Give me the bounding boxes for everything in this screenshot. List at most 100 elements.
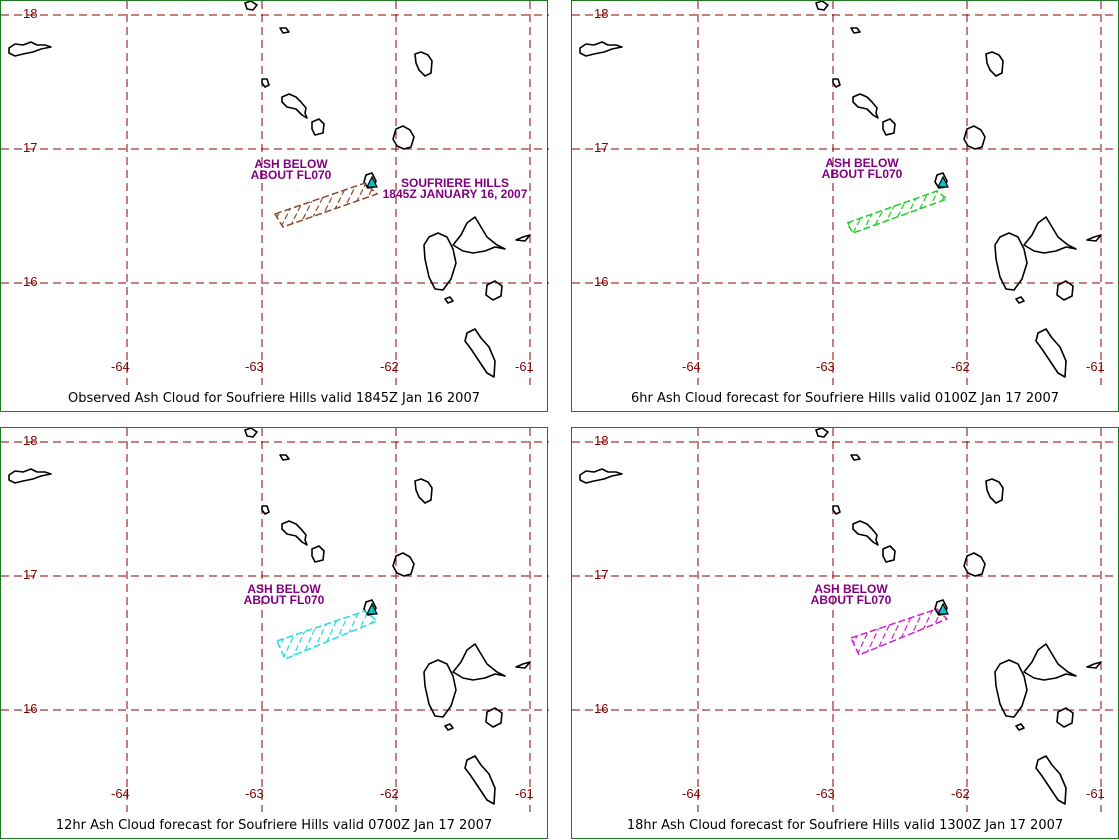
lat-label-16: 16 xyxy=(23,274,38,289)
ash-annotation-line-2: ABOUT FL070 xyxy=(810,593,892,607)
ash-annotation-line-1: ASH BELOW xyxy=(254,157,328,171)
lon-label-63: -63 xyxy=(816,786,835,801)
ash-annotation-line-1: ASH BELOW xyxy=(247,582,321,596)
map-canvas xyxy=(572,1,1119,385)
lon-label-61: -61 xyxy=(1086,786,1105,801)
lon-label-64: -64 xyxy=(111,359,130,374)
lat-label-18: 18 xyxy=(23,433,38,448)
map-canvas xyxy=(1,1,549,385)
coastline-st-kitts-nevis xyxy=(281,520,308,546)
coastline-nevis xyxy=(311,545,325,563)
coastline-virgin-islands xyxy=(579,41,623,57)
lon-label-61: -61 xyxy=(1086,359,1105,374)
coastline-anguilla-area xyxy=(815,428,829,438)
ash-level-annotation: ASH BELOW ABOUT FL070 xyxy=(239,582,329,607)
lon-label-64: -64 xyxy=(682,786,701,801)
lat-label-17: 17 xyxy=(23,140,38,155)
coastline-anguilla-area xyxy=(815,1,829,11)
coastline-guadeloupe-grande-terre xyxy=(452,643,506,681)
coastline-nevis xyxy=(882,118,896,136)
ash-cloud-polygon xyxy=(273,182,379,228)
volcano-icon xyxy=(366,175,378,188)
coastline-les-saintes xyxy=(444,296,454,304)
coastline-virgin-islands xyxy=(8,468,52,484)
panel-caption: Observed Ash Cloud for Soufriere Hills v… xyxy=(68,391,480,406)
coastline-st-eustatius xyxy=(832,78,841,88)
lat-label-18: 18 xyxy=(594,6,609,21)
coastline-marie-galante xyxy=(485,280,503,301)
coastline-guadeloupe-basse-terre xyxy=(423,232,457,291)
coastline-barbuda xyxy=(985,51,1004,77)
ash-level-annotation: ASH BELOW ABOUT FL070 xyxy=(246,157,336,182)
coastline-marie-galante xyxy=(485,707,503,728)
coastline-dominica xyxy=(464,755,496,805)
ash-annotation-line-2: ABOUT FL070 xyxy=(821,167,903,181)
coastline-st-kitts-nevis xyxy=(852,93,879,119)
lat-label-16: 16 xyxy=(594,274,609,289)
lon-label-61: -61 xyxy=(515,786,534,801)
lon-label-64: -64 xyxy=(682,359,701,374)
coastline-saba xyxy=(850,27,861,34)
coastline-antigua xyxy=(963,552,986,577)
coastline-antigua xyxy=(392,125,415,150)
ash-annotation-line-1: ASH BELOW xyxy=(825,156,899,170)
coastline-guadeloupe-basse-terre xyxy=(423,659,457,718)
volcano-note: SOUFRIERE HILLS 1845Z JANUARY 16, 2007 xyxy=(375,176,535,201)
map-panel-6hr: 18 17 16 -64 -63 -62 -61 ASH BELOW ABOUT… xyxy=(571,0,1119,412)
lat-label-16: 16 xyxy=(23,701,38,716)
lat-label-18: 18 xyxy=(594,433,609,448)
coastline-anguilla-area xyxy=(244,1,258,11)
coastline-barbuda xyxy=(985,478,1004,504)
coastline-dominica xyxy=(1035,328,1067,378)
lon-label-64: -64 xyxy=(111,786,130,801)
map-canvas xyxy=(1,428,549,812)
coastline-saba xyxy=(850,454,861,461)
coastline-st-kitts-nevis xyxy=(281,93,308,119)
coastline-marie-galante xyxy=(1056,280,1074,301)
coastline-guadeloupe-grande-terre xyxy=(452,216,506,254)
map-canvas xyxy=(572,428,1119,812)
ash-cloud-polygon xyxy=(845,190,949,234)
ash-annotation-line-2: ABOUT FL070 xyxy=(250,168,332,182)
coastline-barbuda xyxy=(414,51,433,77)
lon-label-62: -62 xyxy=(380,786,399,801)
panel-caption: 12hr Ash Cloud forecast for Soufriere Hi… xyxy=(55,818,493,833)
coastline-barbuda xyxy=(414,478,433,504)
coastline-nevis xyxy=(882,545,896,563)
lat-label-17: 17 xyxy=(23,567,38,582)
coastline-virgin-islands xyxy=(579,468,623,484)
coastline-virgin-islands xyxy=(8,41,52,57)
lat-label-17: 17 xyxy=(594,567,609,582)
coastline-st-eustatius xyxy=(261,78,270,88)
coastline-desirade xyxy=(515,661,531,669)
map-panel-observed: 18 17 16 -64 -63 -62 -61 ASH BELOW ABOUT… xyxy=(0,0,549,412)
coastline-saba xyxy=(279,454,290,461)
coastline-guadeloupe-grande-terre xyxy=(1023,643,1077,681)
coastline-nevis xyxy=(311,118,325,136)
volcano-name-label: SOUFRIERE HILLS xyxy=(400,176,509,190)
panel-caption: 18hr Ash Cloud forecast for Soufriere Hi… xyxy=(626,818,1064,833)
volcano-icon xyxy=(937,175,949,188)
coastline-st-eustatius xyxy=(832,505,841,515)
lon-label-63: -63 xyxy=(816,359,835,374)
coastline-les-saintes xyxy=(1015,723,1025,731)
ash-annotation-line-2: ABOUT FL070 xyxy=(243,593,325,607)
coastline-les-saintes xyxy=(1015,296,1025,304)
coastline-antigua xyxy=(392,552,415,577)
lat-label-16: 16 xyxy=(594,701,609,716)
lon-label-61: -61 xyxy=(515,359,534,374)
coastline-st-eustatius xyxy=(261,505,270,515)
lon-label-62: -62 xyxy=(951,786,970,801)
observation-time-label: 1845Z JANUARY 16, 2007 xyxy=(382,187,528,201)
ash-cloud-hatching xyxy=(851,609,947,655)
coastline-dominica xyxy=(1035,755,1067,805)
coastline-desirade xyxy=(1086,234,1102,242)
lon-label-62: -62 xyxy=(951,359,970,374)
coastline-saba xyxy=(279,27,290,34)
lon-label-63: -63 xyxy=(245,786,264,801)
ash-annotation-line-1: ASH BELOW xyxy=(814,582,888,596)
coastline-guadeloupe-basse-terre xyxy=(994,659,1028,718)
ash-cloud-polygon xyxy=(849,608,949,656)
coastline-dominica xyxy=(464,328,496,378)
ash-cloud-hatching xyxy=(847,191,947,233)
